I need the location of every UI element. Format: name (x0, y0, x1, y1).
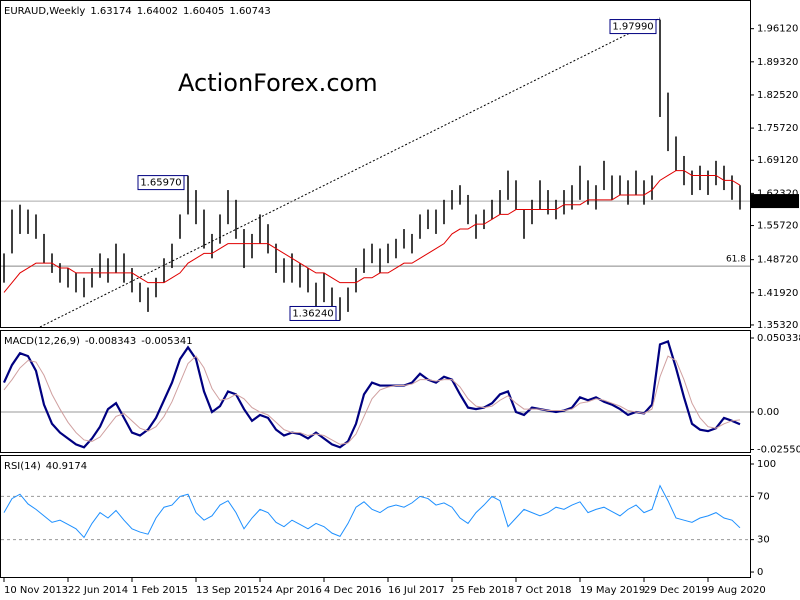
y-tick-label: 0 (757, 567, 763, 578)
y-tick-label: 1.96120 (757, 24, 798, 35)
fib-label: 61.8 (726, 255, 746, 265)
x-tick-label: 24 Apr 2016 (260, 585, 322, 596)
y-tick-label: -0.025507 (757, 445, 800, 456)
y-tick-label: 1.35320 (757, 320, 798, 331)
annotation-box (609, 19, 657, 35)
x-tick-label: 22 Jun 2014 (68, 585, 128, 596)
y-tick-label: 100 (757, 459, 776, 470)
last-price-box (751, 194, 799, 209)
rsi-title: RSI(14) (4, 461, 41, 472)
macd-panel (0, 330, 751, 453)
macd-last: -0.008343 (85, 336, 136, 347)
low: 1.60405 (183, 6, 224, 17)
macd-header: MACD(12,26,9) -0.008343 -0.005341 (4, 336, 193, 347)
high: 1.64002 (137, 6, 178, 17)
symbol: EURAUD,Weekly (4, 6, 85, 17)
macd-title: MACD(12,26,9) (4, 336, 80, 347)
rsi-panel (0, 455, 751, 578)
moving-average (3, 170, 741, 293)
x-tick-label: 19 May 2019 (580, 585, 645, 596)
price-panel (0, 0, 751, 328)
y-tick-label: 30 (757, 535, 770, 546)
close: 1.60743 (229, 6, 270, 17)
x-tick-label: 7 Oct 2018 (516, 585, 571, 596)
indicator-line (2, 340, 741, 449)
annotation-label: 1.97990 (612, 22, 653, 33)
y-tick-label: 1.48720 (757, 255, 798, 266)
y-tick-label: 1.75720 (757, 123, 798, 134)
x-tick-label: 9 Aug 2020 (708, 585, 766, 596)
x-tick-label: 4 Dec 2016 (324, 585, 382, 596)
annotation-box (137, 175, 185, 191)
rsi-last: 40.9174 (46, 461, 87, 472)
y-tick-label: 1.69120 (757, 155, 798, 166)
annotation-label: 1.36240 (292, 308, 333, 319)
y-tick-label: 0.050338 (757, 333, 800, 344)
watermark: ActionForex.com (178, 69, 378, 97)
x-tick-label: 16 Jul 2017 (388, 585, 445, 596)
signal-last: -0.005341 (141, 336, 192, 347)
x-tick-label: 29 Dec 2019 (644, 585, 708, 596)
annotation-box (289, 305, 337, 321)
y-tick-label: 1.82520 (757, 90, 798, 101)
indicator-line (3, 484, 741, 539)
trend-line (39, 17, 661, 328)
indicator-line (3, 355, 741, 445)
x-tick-label: 25 Feb 2018 (452, 585, 514, 596)
last-price-label: 1.60743 (757, 196, 798, 207)
annotation-label: 1.65970 (140, 178, 181, 189)
x-tick-label: 13 Sep 2015 (196, 585, 259, 596)
open: 1.63174 (90, 6, 131, 17)
y-tick-label: 1.55720 (757, 221, 798, 232)
y-tick-label: 1.89320 (757, 57, 798, 68)
y-tick-label: 0.00 (757, 407, 779, 418)
price-header: EURAUD,Weekly 1.63174 1.64002 1.60405 1.6074… (4, 6, 271, 17)
x-tick-label: 10 Nov 2013 (4, 585, 68, 596)
rsi-header: RSI(14) 40.9174 (4, 461, 87, 472)
y-tick-label: 1.62320 (757, 188, 798, 199)
y-tick-label: 1.41920 (757, 288, 798, 299)
x-tick-label: 1 Feb 2015 (132, 585, 188, 596)
y-tick-label: 70 (757, 491, 770, 502)
